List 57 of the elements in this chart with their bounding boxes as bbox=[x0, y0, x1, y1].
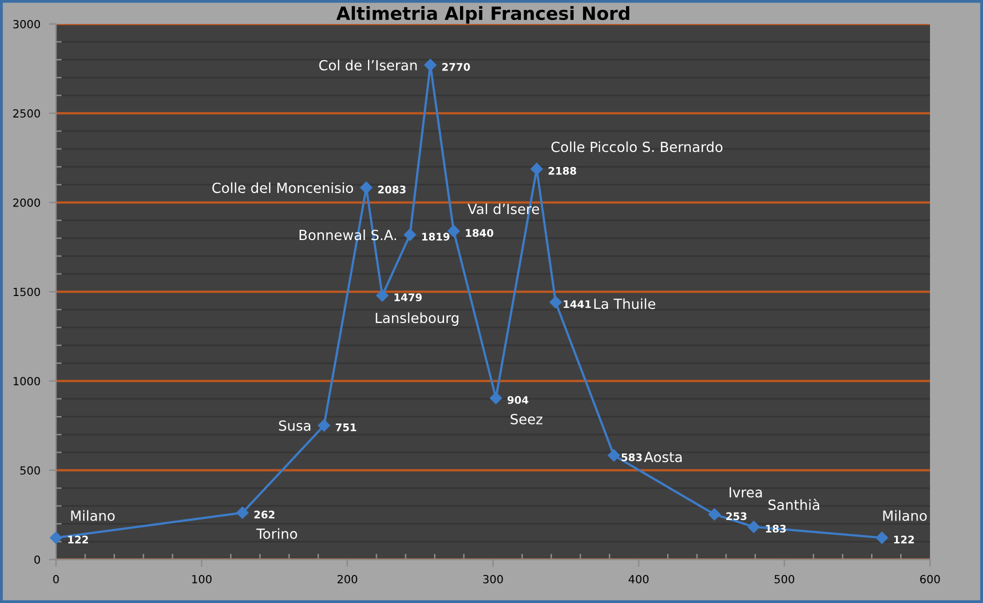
annotation: Santhià bbox=[768, 498, 820, 510]
annotation: Colle del Moncenisio bbox=[212, 182, 354, 194]
data-label: 2083 bbox=[378, 186, 406, 194]
y-tick-label: 3000 bbox=[13, 20, 40, 28]
annotation: Milano bbox=[71, 510, 115, 521]
data-label: 122 bbox=[894, 536, 914, 544]
data-label: 1819 bbox=[422, 232, 450, 241]
point bbox=[404, 228, 416, 241]
point bbox=[876, 532, 888, 544]
point bbox=[448, 224, 460, 238]
y-tick-label: 1000 bbox=[14, 376, 40, 386]
y-tick-label: 0 bbox=[34, 555, 40, 564]
point bbox=[236, 506, 249, 519]
x-tick-label: 100 bbox=[192, 574, 212, 584]
x-tick-label: 0 bbox=[53, 574, 59, 584]
y-tick-label: 2500 bbox=[13, 109, 40, 118]
annotation: Milano bbox=[883, 510, 927, 521]
y-tick-label: 2000 bbox=[13, 198, 40, 207]
annotation: Susa bbox=[279, 420, 310, 431]
point bbox=[424, 58, 436, 72]
data-label: 1479 bbox=[394, 293, 422, 302]
annotation: La Thuile bbox=[594, 298, 656, 310]
annotation: Col de l’Iseran bbox=[319, 60, 417, 70]
annotation: Colle Piccolo S. Bernardo bbox=[551, 141, 722, 152]
y-tick-label: 1500 bbox=[14, 288, 40, 296]
chart-title: Altimetria Alpi Francesi Nord bbox=[336, 6, 630, 24]
annotation: Aosta bbox=[644, 452, 682, 462]
annotation: Torino bbox=[256, 528, 298, 539]
point bbox=[50, 532, 62, 544]
point bbox=[376, 289, 388, 302]
data-label: 122 bbox=[68, 536, 88, 544]
point bbox=[608, 449, 620, 462]
annotation: Ivrea bbox=[730, 487, 762, 498]
x-tick-label: 200 bbox=[338, 574, 358, 584]
x-tick-label: 600 bbox=[920, 574, 940, 584]
data-label: 904 bbox=[508, 396, 528, 404]
data-label: 253 bbox=[726, 512, 746, 520]
annotation: Lanslebourg bbox=[376, 312, 458, 326]
y-tick-label: 500 bbox=[20, 466, 40, 475]
data-label: 2770 bbox=[442, 62, 470, 71]
point bbox=[748, 520, 760, 533]
data-label: 1840 bbox=[466, 228, 494, 237]
data-label: 262 bbox=[254, 510, 274, 519]
point bbox=[318, 419, 330, 432]
x-tick-label: 400 bbox=[628, 574, 649, 584]
data-label: 1441 bbox=[564, 300, 591, 308]
point bbox=[490, 392, 502, 404]
data-label: 583 bbox=[622, 453, 642, 462]
x-tick-label: 500 bbox=[774, 574, 794, 584]
x-tick-label: 300 bbox=[483, 574, 503, 584]
point bbox=[360, 182, 372, 194]
data-label: 183 bbox=[766, 524, 786, 533]
annotation: Seez bbox=[510, 414, 542, 424]
data-label: 751 bbox=[336, 424, 356, 432]
data-label: 2188 bbox=[548, 166, 576, 175]
point bbox=[708, 508, 721, 520]
point bbox=[550, 296, 562, 308]
